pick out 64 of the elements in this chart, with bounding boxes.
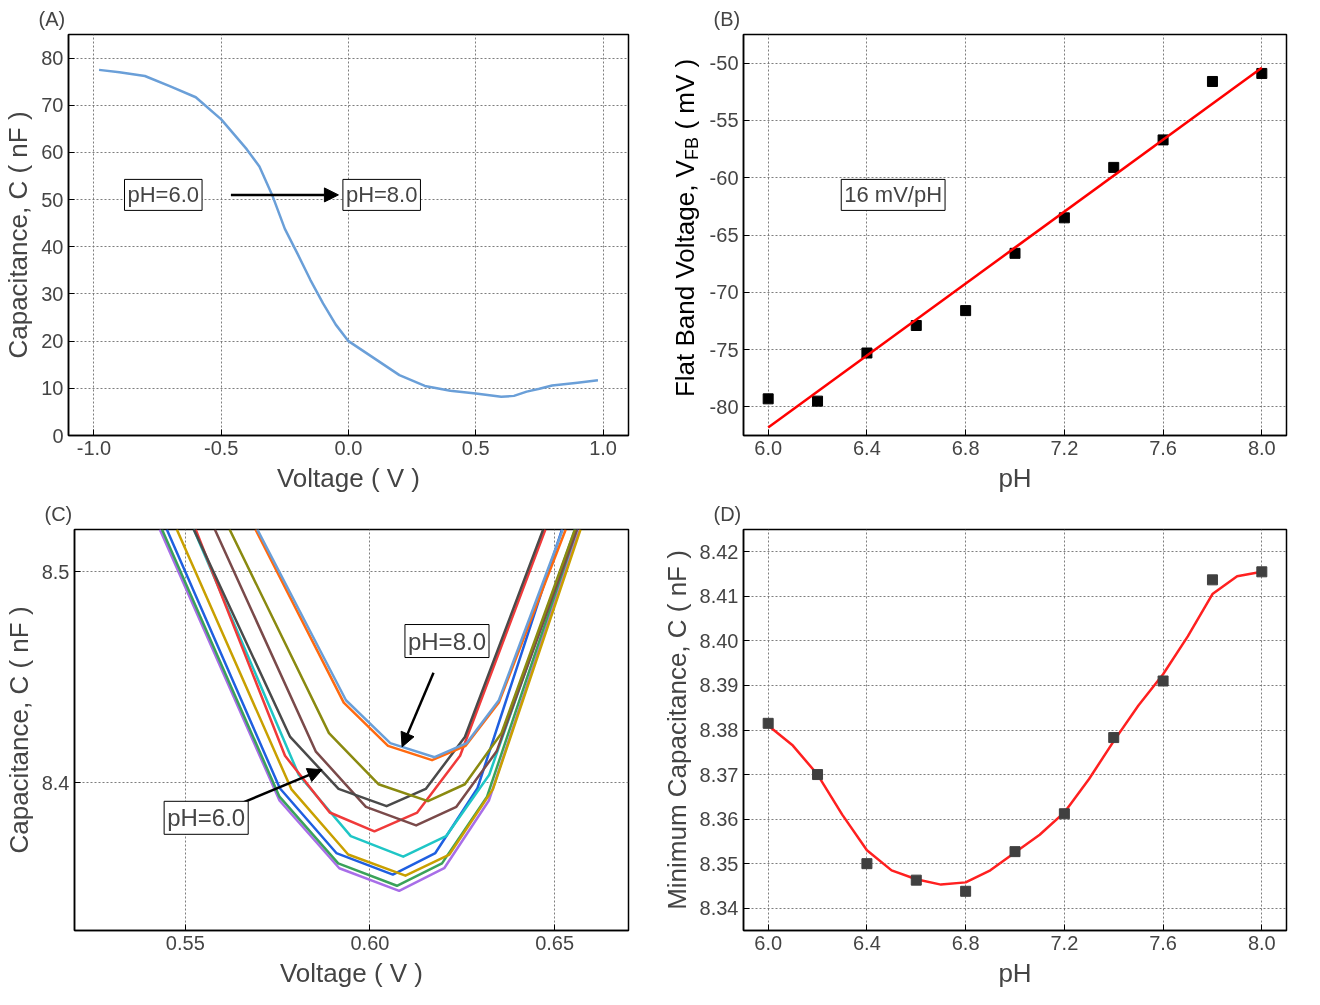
x-tick-label: 0.0	[334, 436, 363, 459]
chart-title: (B)	[713, 7, 741, 30]
y-tick-label: 8.38	[699, 719, 739, 741]
chart-title: (D)	[713, 502, 742, 525]
annotation: pH=6.0	[167, 804, 246, 832]
x-tick-label: 6.0	[754, 931, 783, 954]
y-tick-label: 8.37	[699, 763, 739, 786]
x-tick-label: 1.0	[589, 436, 617, 459]
annotation: 16 mV/pH	[844, 182, 943, 208]
x-tick-label: 7.2	[1050, 931, 1079, 954]
y-axis-title: Capacitance, C ( nF )	[3, 111, 34, 359]
x-tick-label: -1.0	[76, 436, 112, 459]
chart-title: (C)	[44, 502, 73, 525]
x-axis-title: pH	[998, 957, 1032, 988]
annotation: pH=8.0	[345, 182, 418, 208]
y-tick-label: -80	[709, 395, 739, 418]
y-tick-label: 40	[41, 235, 64, 258]
x-axis-title: pH	[998, 462, 1032, 493]
y-tick-label: -65	[709, 224, 739, 246]
y-tick-label: 20	[41, 330, 64, 353]
x-tick-label: 0.65	[535, 931, 575, 954]
x-tick-label: 6.8	[951, 931, 980, 954]
x-tick-label: -0.5	[204, 436, 239, 459]
y-tick-label: 8.5	[41, 560, 70, 583]
x-tick-label: 0.55	[165, 931, 205, 954]
y-tick-label: 0	[52, 424, 64, 447]
y-tick-label: 30	[41, 282, 64, 305]
x-tick-label: 8.0	[1247, 931, 1276, 954]
x-axis-title: Voltage ( V )	[279, 957, 424, 988]
x-tick-label: 6.4	[853, 931, 881, 954]
y-tick-label: 8.39	[699, 674, 739, 697]
x-tick-label: 7.6	[1149, 931, 1177, 954]
y-tick-label: -60	[709, 166, 739, 189]
y-tick-label: 60	[41, 141, 64, 164]
annotation: pH=6.0	[127, 182, 200, 208]
y-tick-label: -50	[709, 52, 739, 75]
x-tick-label: 7.6	[1149, 436, 1177, 459]
y-tick-label: -75	[709, 338, 739, 361]
y-tick-label: 8.40	[699, 629, 739, 652]
x-tick-label: 6.0	[754, 436, 783, 459]
y-tick-label: 70	[41, 94, 64, 117]
y-tick-label: 10	[41, 377, 64, 400]
x-tick-label: 0.5	[461, 436, 490, 459]
x-tick-label: 7.2	[1050, 436, 1079, 459]
y-tick-label: -70	[709, 281, 739, 304]
y-tick-label: 8.4	[41, 771, 70, 794]
annotation: pH=8.0	[407, 627, 487, 655]
y-tick-label: 80	[41, 47, 64, 70]
y-axis-title: Flat Band Voltage, VFB ( mV )	[669, 58, 702, 398]
y-tick-label: 8.35	[699, 852, 739, 875]
x-tick-label: 8.0	[1247, 436, 1276, 459]
y-tick-label: 50	[41, 188, 64, 211]
y-tick-label: 8.41	[699, 585, 739, 608]
chart-title: (A)	[38, 7, 66, 30]
x-tick-label: 6.8	[951, 436, 980, 459]
y-tick-label: 8.42	[699, 540, 739, 563]
y-tick-label: 8.36	[699, 808, 739, 831]
x-tick-label: 0.60	[350, 931, 390, 954]
x-axis-title: Voltage ( V )	[276, 462, 421, 493]
y-axis-title: Minimum Capacitance, C ( nF )	[661, 550, 692, 910]
x-tick-label: 6.4	[853, 436, 881, 459]
y-axis-title: Capacitance, C ( nF )	[3, 606, 34, 854]
y-tick-label: 8.34	[699, 897, 739, 920]
y-tick-label: -55	[709, 109, 739, 132]
